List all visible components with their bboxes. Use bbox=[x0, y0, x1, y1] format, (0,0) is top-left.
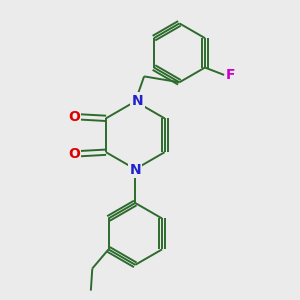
Text: F: F bbox=[226, 68, 235, 82]
Text: N: N bbox=[132, 94, 143, 108]
Text: O: O bbox=[68, 110, 80, 124]
Text: O: O bbox=[68, 147, 80, 161]
Text: N: N bbox=[130, 163, 141, 177]
